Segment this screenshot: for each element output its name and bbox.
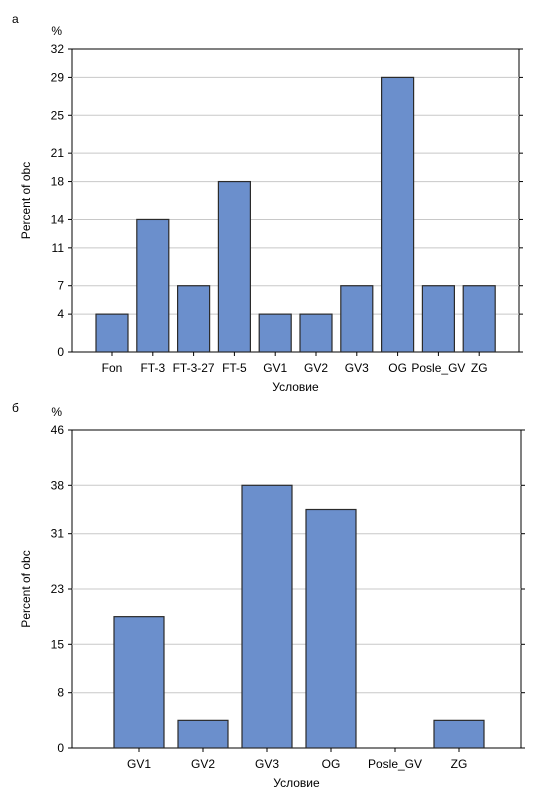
y-unit-label: % [51,24,62,38]
x-tick-label: FT-3-27 [173,361,215,375]
y-tick-label: 38 [51,478,65,492]
y-tick-label: 29 [51,70,65,84]
x-tick-label: OG [388,361,407,375]
bar-gv2 [299,313,333,353]
y-tick-label: 23 [51,582,65,596]
bar-zg [462,285,496,353]
x-tick-label: GV1 [263,361,287,375]
bar-gv1 [113,616,165,749]
x-tick-label: ZG [451,757,468,771]
bar-ft-3-27 [177,285,211,353]
y-tick-label: 18 [51,175,65,189]
y-tick-label: 0 [57,741,64,755]
y-unit-label: % [51,405,62,419]
y-tick-label: 15 [51,637,65,651]
bar-gv1 [258,313,292,353]
x-tick-label: GV3 [345,361,369,375]
bar-og [381,76,415,353]
y-tick-label: 25 [51,108,65,122]
x-tick-label: FT-5 [222,361,247,375]
bar-posle-gv [421,285,455,353]
panel-a-letter: а [12,12,19,26]
x-tick-label: GV1 [127,757,151,771]
x-tick-label: OG [322,757,341,771]
x-tick-label: GV2 [304,361,328,375]
x-tick-label: FT-3 [140,361,165,375]
x-tick-label: Posle_GV [411,361,465,375]
y-tick-label: 31 [51,527,65,541]
bar-ft-3 [136,218,170,353]
chart-b: 0 8 15 23 31 38 46% Percent of obc GV1 GV2 GV3 OG Po… [19,405,525,790]
bar-gv2 [177,719,229,749]
bar-gv3 [241,484,293,749]
plot-frame [71,48,520,353]
y-tick-label: 4 [57,307,64,321]
chart-a: 0 4 7 11 14 18 21 25 29 32% Percent of obc Fon FT-3 F… [19,24,523,394]
y-tick-label: 14 [51,212,65,226]
y-tick-label: 8 [57,686,64,700]
x-tick-label: ZG [471,361,488,375]
y-axis-label: Percent of obc [19,162,33,239]
y-tick-label: 46 [51,423,65,437]
x-tick-label: Fon [102,361,123,375]
bar-gv3 [340,285,374,353]
x-tick-label: Posle_GV [368,757,422,771]
y-tick-label: 11 [52,241,65,255]
y-tick-label: 7 [57,279,64,293]
x-axis-label: Условие [273,776,320,790]
y-tick-label: 21 [51,146,65,160]
bar-fon [95,313,129,353]
x-axis-label: Условие [272,380,319,394]
y-tick-label: 0 [57,345,64,359]
panel-b-letter: б [12,401,19,415]
x-tick-label: GV2 [191,757,215,771]
bar-zg [433,719,485,749]
y-axis-label: Percent of obc [19,550,33,627]
y-tick-label: 32 [51,42,65,56]
bar-og [305,508,357,749]
x-tick-label: GV3 [255,757,279,771]
bar-ft-5 [217,180,251,353]
